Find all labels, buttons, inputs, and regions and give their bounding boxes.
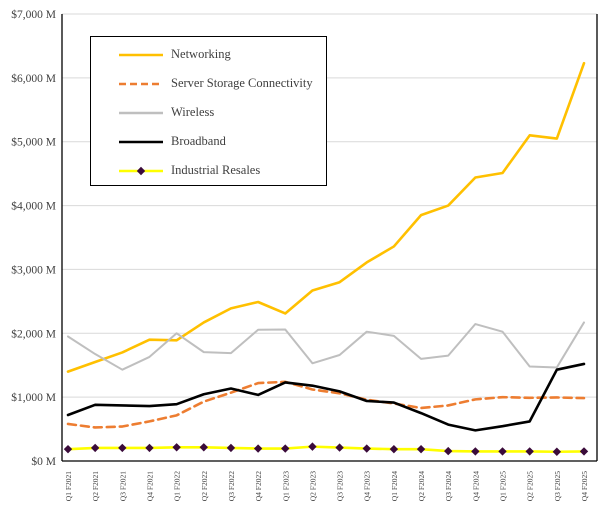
legend-line-sample-icon [119,82,163,85]
x-axis-tick-label: Q4 F2022 [254,471,263,501]
x-axis-tick-label: Q4 F2025 [580,471,589,501]
x-axis-tick-label: Q2 F2024 [417,471,426,501]
data-point-marker [362,444,371,453]
x-axis-tick-label: Q1 F2024 [390,471,399,501]
legend-item-wireless: Wireless [91,98,326,127]
x-axis-tick-label: Q1 F2021 [64,471,73,501]
x-axis-tick-label: Q3 F2023 [336,471,345,501]
data-point-marker [90,443,100,453]
x-axis-tick-label: Q1 F2022 [173,471,182,501]
y-axis-tick-label: $5,000 M [11,136,56,149]
series-line-wireless [67,321,585,371]
x-axis-tick-label: Q4 F2021 [145,471,154,501]
x-axis-tick-label: Q4 F2023 [363,471,372,501]
data-point-marker [525,447,534,456]
data-point-marker [145,443,154,453]
legend-item-server-storage-connectivity: Server Storage Connectivity [91,69,326,98]
data-point-marker [253,444,263,453]
y-axis-tick-label: $6,000 M [11,72,56,85]
data-point-marker [471,447,480,456]
data-point-marker [498,447,507,456]
x-axis-tick-label: Q3 F2021 [118,471,127,501]
x-axis-tick-label: Q3 F2024 [444,471,453,501]
data-point-marker [226,443,236,453]
x-axis-tick-label: Q1 F2023 [281,471,290,501]
data-point-marker [444,446,453,456]
y-axis-tick-label: $2,000 M [11,327,56,340]
data-point-marker [416,444,426,454]
x-axis-tick-label: Q2 F2022 [200,471,209,501]
legend-line-sample-icon [119,140,163,143]
x-axis-tick-label: Q2 F2025 [526,471,535,501]
legend-line-sample-icon [119,166,163,175]
data-point-marker [172,443,181,452]
legend-line-sample-icon [119,53,163,56]
series-line-broadband [66,362,586,432]
series-line-networking [66,61,586,373]
legend-item-broadband: Broadband [91,127,326,156]
legend-label: Wireless [171,105,215,119]
data-point-marker [552,447,562,456]
data-point-marker [308,442,317,451]
data-point-marker [118,443,127,453]
data-point-marker [389,444,399,454]
legend-label: Industrial Resales [171,163,261,177]
series-line-server-storage-connectivity [66,380,586,429]
data-point-marker [579,447,589,456]
x-axis-tick-label: Q3 F2022 [227,471,236,501]
x-axis-tick-label: Q3 F2025 [553,471,562,501]
legend-item-industrial-resales: Industrial Resales [91,156,326,185]
legend-item-networking: Networking [91,40,326,69]
x-axis-tick-label: Q2 F2023 [308,471,317,501]
y-axis-tick-label: $7,000 M [11,8,56,21]
y-axis-tick-label: $0 M [31,455,56,468]
data-point-marker [281,444,290,453]
x-axis-tick-label: Q4 F2024 [471,471,480,501]
data-point-marker [63,444,73,454]
legend-label: Server Storage Connectivity [171,76,313,90]
legend: Networking Server Storage Connectivity W… [90,36,327,186]
data-point-marker [335,443,344,452]
x-axis-tick-label: Q2 F2021 [91,471,100,501]
legend-label: Broadband [171,134,226,148]
y-axis-tick-label: $4,000 M [11,200,56,213]
series-line-industrial-resales [66,445,586,454]
data-point-marker [199,443,208,452]
y-axis-tick-label: $1,000 M [11,391,56,404]
legend-line-sample-icon [119,111,163,114]
x-axis-tick-label: Q1 F2025 [499,471,508,501]
y-axis-tick-label: $3,000 M [11,263,56,276]
legend-label: Networking [171,47,231,61]
